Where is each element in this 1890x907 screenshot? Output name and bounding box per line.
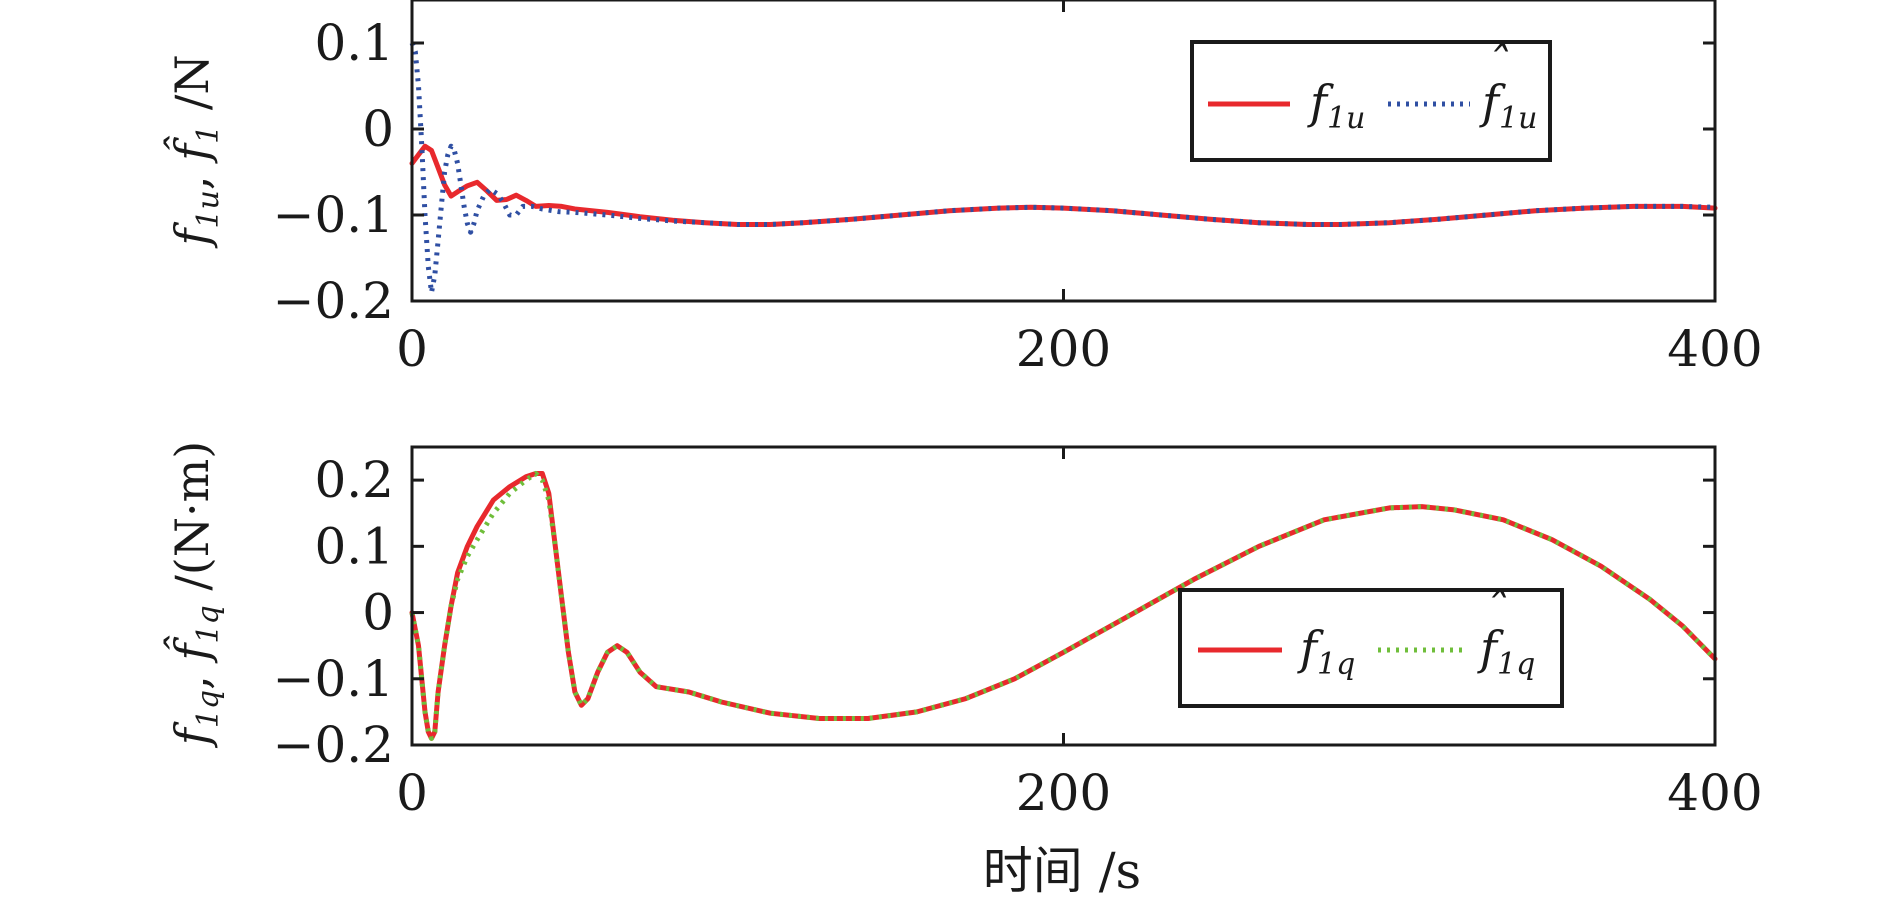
top-series-line-1 bbox=[409, 42, 1716, 295]
bottom-ytick-label: 0.2 bbox=[314, 451, 394, 509]
bottom-xtick-label: 400 bbox=[1667, 764, 1762, 822]
bottom-ytick-label: 0 bbox=[362, 584, 394, 642]
top-series-layer bbox=[409, 42, 1718, 295]
bottom-xtick-label: 200 bbox=[1016, 764, 1111, 822]
bottom-xtick-label: 0 bbox=[396, 764, 428, 822]
top-ytick-label: −0.2 bbox=[273, 272, 394, 330]
top-tick-layer: 0 200 400 0.1 0 −0.1 −0.2 bbox=[273, 0, 1763, 378]
bottom-ytick-label: 0.1 bbox=[314, 517, 394, 575]
bottom-legend-hat-mark: ˆ bbox=[1484, 583, 1507, 637]
top-xtick-label: 200 bbox=[1016, 320, 1111, 378]
top-xtick-label: 400 bbox=[1667, 320, 1762, 378]
bottom-ytick-label: −0.1 bbox=[273, 650, 394, 708]
bottom-ytick-label: −0.2 bbox=[273, 716, 394, 774]
top-ylabel: f1u, f̂1 /N bbox=[163, 54, 226, 248]
bottom-xlabel: 时间 /s bbox=[983, 842, 1141, 900]
bottom-series-layer bbox=[409, 471, 1718, 741]
top-ytick-label: 0 bbox=[362, 100, 394, 158]
top-legend-hat-mark: ˆ bbox=[1486, 37, 1509, 91]
top-ytick-label: 0.1 bbox=[314, 14, 394, 72]
bottom-ylabel: f1q, f̂1q /(N·m) bbox=[163, 441, 226, 748]
top-xtick-label: 0 bbox=[396, 320, 428, 378]
top-legend-box bbox=[1190, 40, 1552, 162]
top-ytick-label: −0.1 bbox=[273, 186, 394, 244]
bottom-series-line-1 bbox=[409, 471, 1717, 741]
